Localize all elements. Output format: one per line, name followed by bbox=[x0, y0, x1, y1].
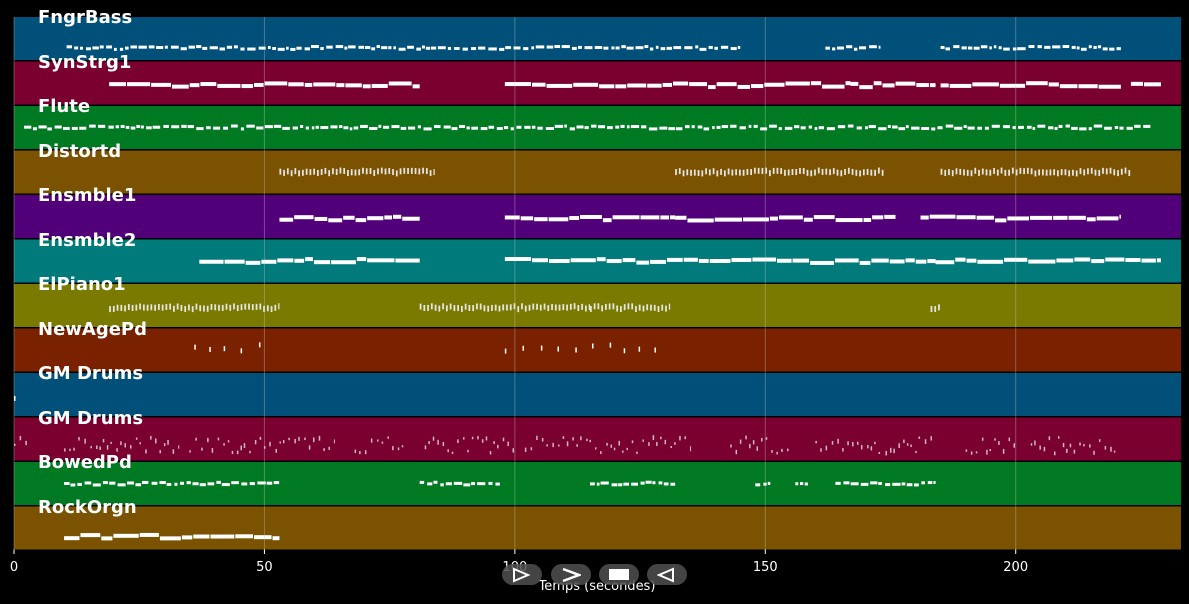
track-notes bbox=[64, 480, 936, 487]
track-notes bbox=[109, 303, 940, 313]
x-tick-label: 50 bbox=[256, 560, 273, 575]
track-label: RockOrgn bbox=[38, 496, 137, 518]
track-lane bbox=[14, 373, 1181, 416]
track-notes bbox=[14, 395, 16, 401]
track-label: Distortd bbox=[38, 140, 122, 162]
track-label: Ensmble1 bbox=[38, 185, 137, 206]
track-lane bbox=[14, 417, 1181, 461]
fast-forward-icon bbox=[562, 567, 581, 582]
track-lane bbox=[14, 506, 1181, 550]
track-label: BowedPd bbox=[38, 452, 132, 473]
track-label: NewAgePd bbox=[38, 318, 148, 340]
track-lane bbox=[14, 17, 1181, 60]
track-label: Flute bbox=[38, 96, 91, 117]
track-lane bbox=[14, 328, 1181, 372]
track-notes bbox=[24, 124, 1151, 131]
fast-forward-button[interactable] bbox=[551, 564, 591, 585]
track-notes bbox=[199, 257, 1161, 265]
x-tick-label: 200 bbox=[1003, 560, 1029, 575]
track-notes bbox=[279, 214, 1121, 223]
track-notes bbox=[279, 167, 1131, 177]
track-notes bbox=[109, 81, 1161, 90]
track-label: Ensmble2 bbox=[38, 229, 137, 251]
play-button[interactable] bbox=[502, 564, 542, 585]
track-label: GM Drums bbox=[38, 407, 144, 429]
track-notes bbox=[66, 44, 1121, 51]
x-tick-label: 0 bbox=[9, 560, 19, 575]
track-notes bbox=[64, 532, 280, 541]
track-label: FngrBass bbox=[38, 7, 133, 28]
stop-icon bbox=[609, 568, 629, 580]
x-tick-label: 150 bbox=[752, 560, 778, 575]
track-notes bbox=[14, 435, 1116, 456]
play-icon bbox=[513, 566, 531, 583]
track-label: ElPiano1 bbox=[38, 274, 126, 295]
track-label: GM Drums bbox=[38, 363, 144, 384]
rewind-button[interactable] bbox=[647, 564, 687, 585]
track-label: SynStrg1 bbox=[38, 51, 132, 73]
rewind-icon bbox=[657, 566, 674, 583]
track-notes bbox=[194, 342, 656, 354]
stop-button[interactable] bbox=[599, 564, 639, 585]
